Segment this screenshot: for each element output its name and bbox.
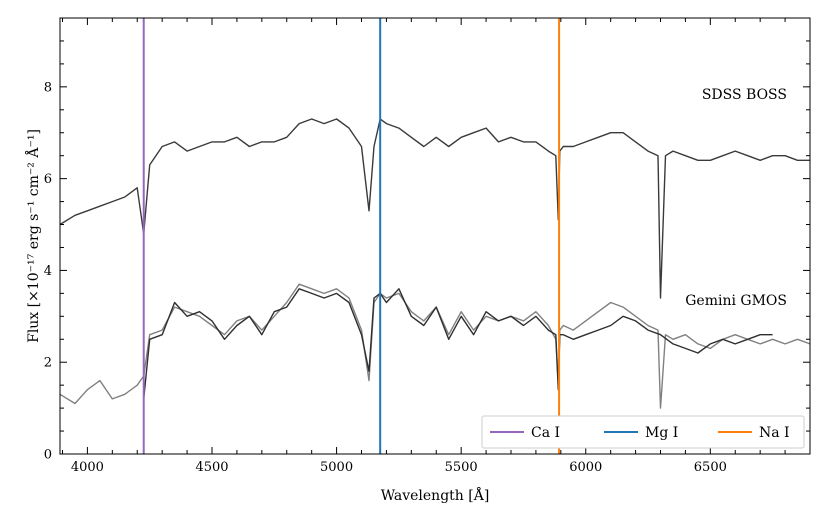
legend-label-ca: Ca I	[531, 425, 560, 441]
x-axis-label: Wavelength [Å]	[381, 486, 490, 504]
y-axis-label: Flux [×10⁻¹⁷ erg s⁻¹ cm⁻² Å⁻¹]	[24, 129, 42, 343]
x-tick-label: 6500	[694, 460, 727, 475]
legend-label-mg: Mg I	[645, 425, 678, 441]
x-tick-label: 5500	[445, 460, 478, 475]
plot-frame	[59, 17, 811, 455]
y-tick-label: 2	[44, 356, 52, 371]
spectrum-lines	[59, 118, 811, 409]
legend-box	[481, 415, 805, 449]
axis-ticks: 4000 4500 5000 5500 6000 6500 0 2 4 6 8	[44, 17, 811, 475]
series-line-2	[59, 283, 811, 409]
series-line-0	[59, 118, 810, 299]
x-tick-label: 6000	[569, 460, 602, 475]
absorption-line-markers	[142, 18, 561, 454]
x-tick-label: 4500	[195, 460, 228, 475]
sdss-label: SDSS BOSS	[702, 87, 787, 103]
y-tick-label: 0	[44, 448, 52, 463]
series-line-1	[143, 288, 773, 399]
legend-label-na: Na I	[759, 425, 790, 441]
y-tick-label: 6	[44, 172, 52, 187]
y-tick-label: 4	[44, 264, 52, 279]
gemini-label: Gemini GMOS	[685, 293, 787, 309]
x-tick-label: 4000	[71, 460, 104, 475]
x-tick-label: 5000	[320, 460, 353, 475]
y-tick-label: 8	[44, 80, 52, 95]
legend: Ca I Mg I Na I	[481, 415, 805, 449]
